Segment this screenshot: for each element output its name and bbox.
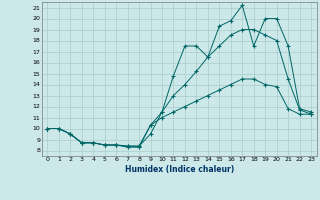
X-axis label: Humidex (Indice chaleur): Humidex (Indice chaleur) — [124, 165, 234, 174]
